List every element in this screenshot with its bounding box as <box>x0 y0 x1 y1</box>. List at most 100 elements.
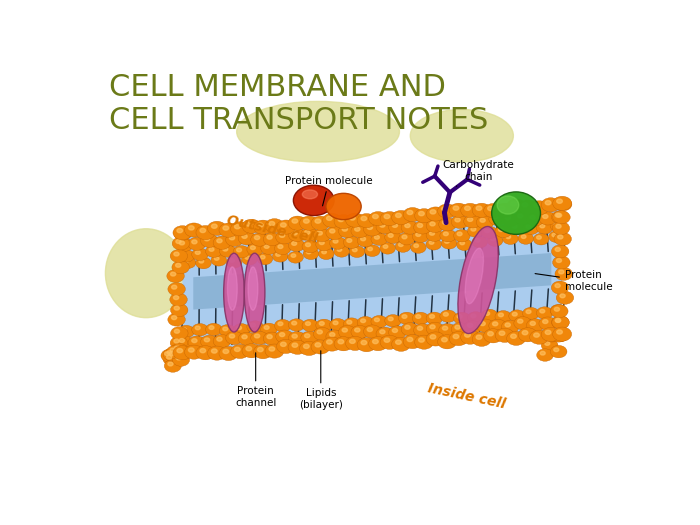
Circle shape <box>556 330 562 334</box>
Circle shape <box>288 340 307 354</box>
Circle shape <box>174 227 192 240</box>
Circle shape <box>317 330 323 334</box>
Circle shape <box>311 340 330 354</box>
Circle shape <box>337 248 342 251</box>
Circle shape <box>514 212 531 225</box>
Circle shape <box>260 242 277 255</box>
Circle shape <box>315 343 321 347</box>
Circle shape <box>374 318 379 322</box>
Circle shape <box>334 337 353 351</box>
Circle shape <box>536 307 553 319</box>
Circle shape <box>226 256 242 268</box>
Circle shape <box>456 239 473 250</box>
Circle shape <box>371 233 388 245</box>
Circle shape <box>487 235 503 246</box>
Circle shape <box>475 238 480 242</box>
Circle shape <box>361 341 367 345</box>
Circle shape <box>398 233 415 245</box>
Circle shape <box>556 331 561 335</box>
Circle shape <box>481 226 498 239</box>
Circle shape <box>522 331 528 335</box>
Circle shape <box>161 349 178 362</box>
Circle shape <box>219 346 238 361</box>
Circle shape <box>264 326 269 329</box>
Circle shape <box>430 222 435 226</box>
Circle shape <box>512 312 517 316</box>
Circle shape <box>330 237 346 249</box>
Circle shape <box>442 326 448 330</box>
Circle shape <box>260 323 277 335</box>
Ellipse shape <box>410 110 513 162</box>
Circle shape <box>380 212 399 226</box>
Circle shape <box>330 333 335 337</box>
Text: Protein molecule: Protein molecule <box>285 176 372 206</box>
Text: Outside cell: Outside cell <box>226 213 319 246</box>
Circle shape <box>230 222 249 236</box>
Ellipse shape <box>458 226 498 333</box>
Circle shape <box>468 323 472 327</box>
Circle shape <box>505 216 510 220</box>
Circle shape <box>223 247 228 251</box>
Circle shape <box>385 314 401 327</box>
Circle shape <box>363 223 381 236</box>
Circle shape <box>342 328 347 332</box>
Circle shape <box>279 333 285 337</box>
Circle shape <box>553 211 570 224</box>
Circle shape <box>351 225 369 238</box>
Circle shape <box>551 304 568 318</box>
Circle shape <box>419 338 424 342</box>
Circle shape <box>167 345 183 358</box>
Circle shape <box>426 238 442 250</box>
Circle shape <box>556 291 574 304</box>
Circle shape <box>533 333 540 337</box>
Circle shape <box>457 232 462 236</box>
Circle shape <box>376 327 393 340</box>
Circle shape <box>417 224 423 227</box>
Circle shape <box>552 222 570 235</box>
Circle shape <box>237 326 242 330</box>
Circle shape <box>407 338 413 342</box>
Circle shape <box>314 328 331 341</box>
Circle shape <box>209 248 214 251</box>
Circle shape <box>452 215 469 228</box>
Circle shape <box>326 226 344 239</box>
Circle shape <box>455 326 460 329</box>
Circle shape <box>380 335 399 349</box>
Circle shape <box>405 224 410 227</box>
Circle shape <box>342 227 347 231</box>
Text: Carbohydrate
chain: Carbohydrate chain <box>442 160 514 186</box>
Ellipse shape <box>497 196 519 214</box>
Circle shape <box>554 222 559 226</box>
Circle shape <box>419 212 424 216</box>
Ellipse shape <box>237 101 400 162</box>
Circle shape <box>300 341 318 355</box>
Circle shape <box>555 318 561 322</box>
Circle shape <box>550 345 567 358</box>
Circle shape <box>507 331 526 345</box>
Circle shape <box>276 220 295 234</box>
Circle shape <box>395 340 401 344</box>
Circle shape <box>292 219 298 223</box>
Circle shape <box>171 327 188 340</box>
Circle shape <box>442 338 447 342</box>
Circle shape <box>539 317 556 330</box>
Ellipse shape <box>224 253 244 332</box>
Circle shape <box>372 340 378 344</box>
Circle shape <box>349 246 365 257</box>
Circle shape <box>545 342 550 345</box>
Circle shape <box>444 240 449 243</box>
Circle shape <box>493 322 498 326</box>
Polygon shape <box>193 253 552 310</box>
Circle shape <box>509 310 525 322</box>
Circle shape <box>395 213 401 217</box>
Circle shape <box>171 303 188 317</box>
Circle shape <box>523 307 539 320</box>
Circle shape <box>517 319 523 323</box>
Circle shape <box>416 233 421 236</box>
Circle shape <box>518 233 533 244</box>
Circle shape <box>305 322 311 326</box>
Circle shape <box>438 204 456 218</box>
Circle shape <box>172 348 190 361</box>
Circle shape <box>509 222 525 235</box>
Circle shape <box>170 337 188 350</box>
